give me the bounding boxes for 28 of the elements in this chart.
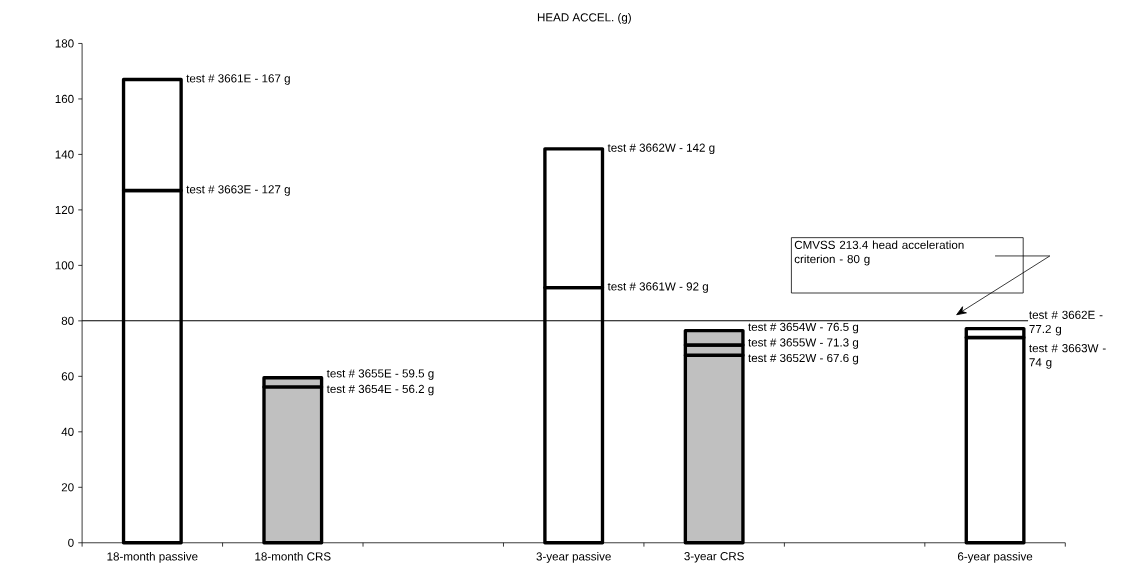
y-tick-label: 160 [55,95,74,104]
y-tick-label: 20 [61,483,74,492]
annotation: test # 3662E - 77.2 g [1029,310,1103,336]
annotation: test # 3661E - 167 g [186,74,290,85]
y-tick-label: 40 [61,427,74,437]
annotation: test # 3654E - 56.2 g [326,385,434,396]
annotation: test # 3655E - 59.5 g [326,369,434,380]
annotation: test # 3652W - 67.6 g [748,354,859,365]
annotation: test # 3662W - 142 g [607,143,715,155]
y-tick-label: 120 [55,205,74,215]
y-tick-label: 80 [61,316,74,326]
x-tick-label: 3-year passive [536,552,611,564]
x-tick-label: 3-year CRS [684,552,744,563]
ref-line-label: CMVSS 213.4 head acceleration criterion - 80 g [794,240,964,266]
y-tick-label: 180 [55,39,74,48]
annotation: test # 3663E - 127 g [186,185,290,196]
x-tick-label: 18-month CRS [255,552,331,561]
y-tick-label: 140 [55,150,74,159]
annotation: test # 3655W - 71.3 g [748,338,859,350]
annotation: test # 3654W - 76.5 g [748,323,859,334]
x-tick-label: 6-year passive [957,552,1033,564]
x-tick-label: 18-month passive [107,552,198,564]
y-tick-label: 60 [61,372,74,381]
chart-title: HEAD ACCEL. (g) [537,13,631,24]
y-tick-label: 100 [55,261,74,270]
annotation: test # 3663W - 74 g [1029,344,1106,369]
y-tick-label: 0 [68,538,74,548]
annotation: test # 3661W - 92 g [607,282,708,294]
